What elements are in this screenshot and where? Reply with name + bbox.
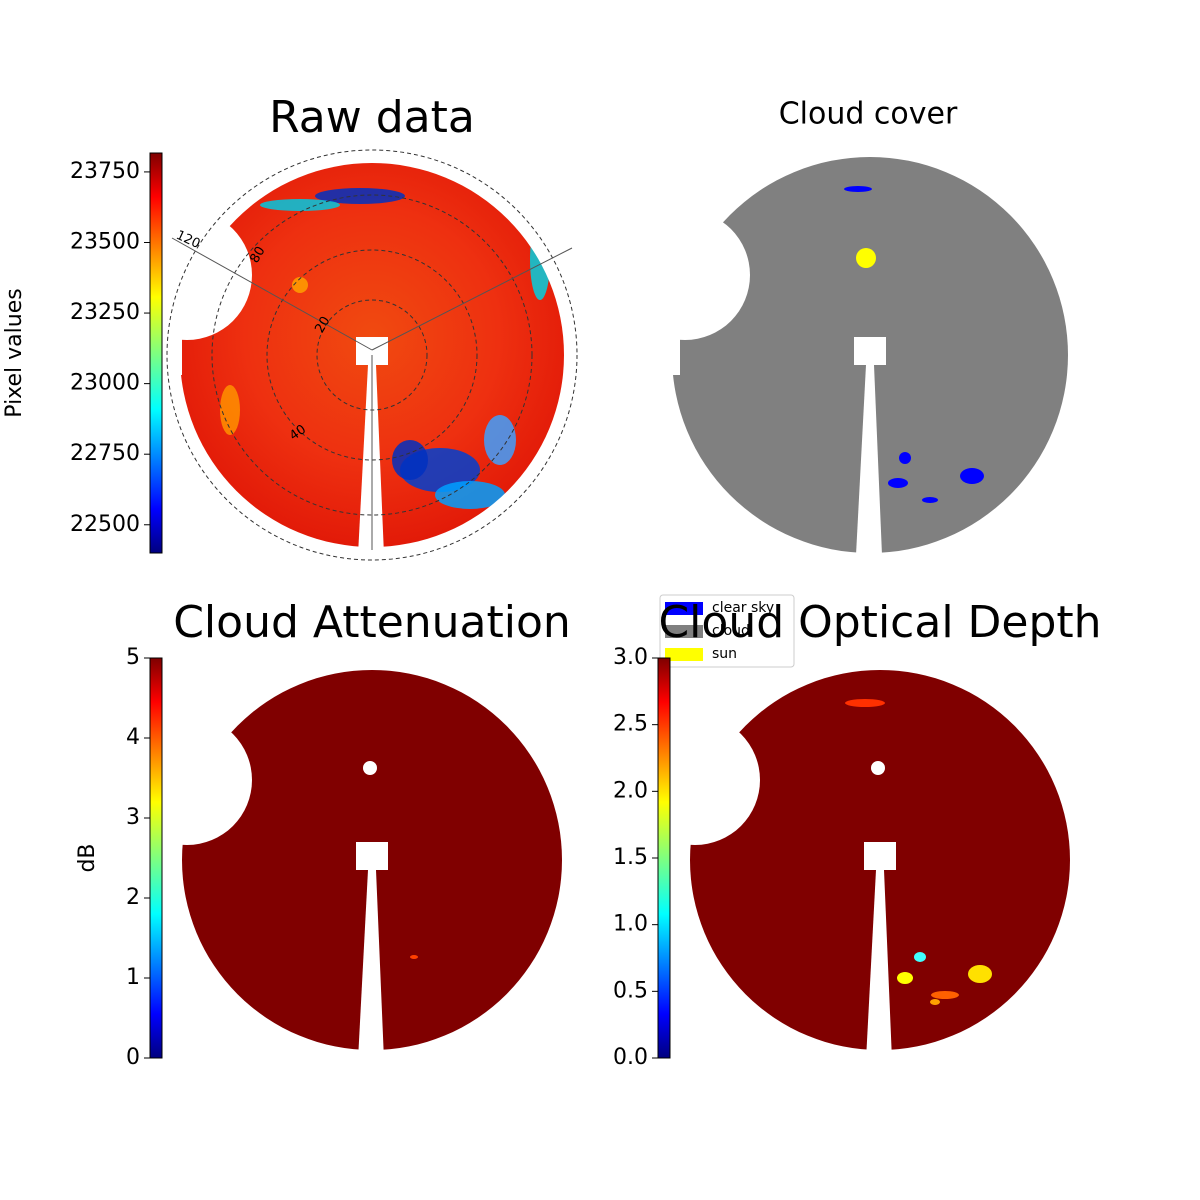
polar-axis (371, 247, 573, 351)
cloud-blob (845, 699, 885, 707)
legend-swatch (665, 648, 703, 661)
colorbar-tick-label: 3.0 (613, 645, 648, 670)
colorbar-tick-label: 5 (126, 645, 140, 670)
panel-title: Cloud Attenuation (173, 597, 571, 648)
colorbar-tick-label: 2 (126, 885, 140, 910)
legend-label: sun (712, 646, 737, 662)
colorbar-tick-label: 22500 (70, 512, 140, 537)
sky-image (182, 670, 562, 1050)
legend-label: clear sky (712, 600, 774, 616)
cloud-blob (530, 220, 550, 300)
colorbar-tick-label: 23500 (70, 229, 140, 254)
cloud-blob (260, 199, 340, 211)
legend-swatch (665, 625, 703, 638)
sun-disk (856, 248, 876, 268)
colorbar-label: dB (75, 843, 100, 872)
cloud-blob (914, 952, 926, 962)
colorbar-tick-label: 3 (126, 805, 140, 830)
colorbar-tick-label: 2.0 (613, 778, 648, 803)
colorbar-tick-label: 0 (126, 1045, 140, 1070)
colorbar-tick-label: 0.5 (613, 978, 648, 1003)
cloud-blob (897, 972, 913, 984)
cloud-blob (968, 965, 992, 983)
clear-sky-patch (960, 468, 984, 484)
polar-label: 20 (312, 314, 333, 336)
image-background (182, 670, 562, 1050)
cloud-blob (292, 277, 308, 293)
clear-sky-patch (888, 478, 908, 488)
cloud-blob (392, 440, 428, 480)
polar-grid (211, 194, 533, 516)
colorbar-tick-label: 23000 (70, 371, 140, 396)
cloud-blob (435, 481, 505, 509)
legend-label: cloud (712, 623, 750, 639)
colorbar-tick-label: 23250 (70, 300, 140, 325)
image-background (672, 157, 1068, 553)
colorbar-label: Pixel values (2, 288, 27, 417)
legend-swatch (665, 602, 703, 615)
image-background (690, 670, 1070, 1050)
panel-title: Cloud Optical Depth (658, 597, 1101, 648)
colorbar (149, 152, 163, 554)
colorbar (657, 657, 671, 1059)
cloud-blob (220, 385, 240, 435)
panel-title: Cloud cover (779, 97, 958, 132)
colorbar-tick-label: 2.5 (613, 712, 648, 737)
colorbar-tick-label: 1.0 (613, 912, 648, 937)
panel-title: Raw data (269, 92, 475, 143)
cloud-blob (931, 991, 959, 999)
polar-label: 80 (247, 244, 268, 266)
colorbar-tick-label: 0.0 (613, 1045, 648, 1070)
polar-grid (166, 149, 578, 561)
clear-sky-patch (844, 186, 872, 192)
colorbar-tick-label: 1 (126, 965, 140, 990)
colorbar (149, 657, 163, 1059)
polar-axis (171, 237, 373, 351)
colorbar-tick-label: 23750 (70, 159, 140, 184)
sky-image (672, 157, 1068, 553)
colorbar-tick-label: 1.5 (613, 845, 648, 870)
clear-sky-patch (899, 452, 911, 464)
cloud-blob (484, 415, 516, 465)
sky-image (690, 670, 1070, 1050)
clear-sky-patch (922, 497, 938, 503)
colorbar-tick-label: 4 (126, 725, 140, 750)
cloud-blob (315, 188, 405, 204)
cloud-blob (930, 999, 940, 1005)
cloud-blob (410, 955, 418, 959)
colorbar-tick-label: 22750 (70, 441, 140, 466)
